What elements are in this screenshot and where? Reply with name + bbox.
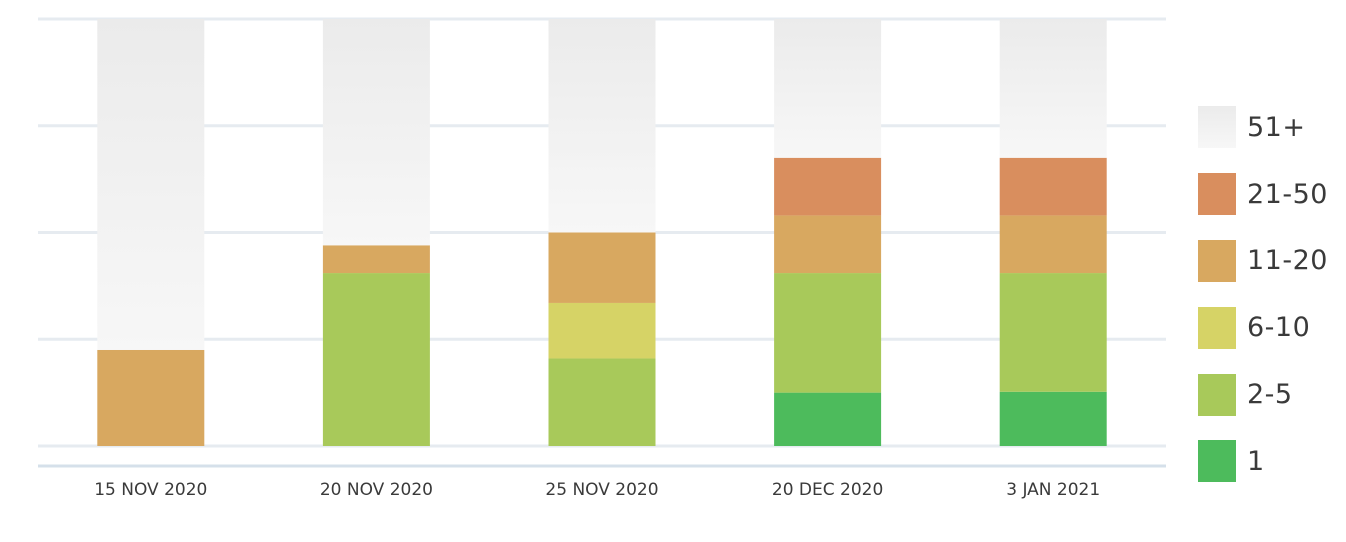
legend-item[interactable]: 2-5 — [1198, 361, 1328, 428]
x-tick-label: 3 JAN 2021 — [1006, 480, 1100, 500]
legend-item[interactable]: 51+ — [1198, 94, 1328, 161]
bar-segment[interactable] — [322, 273, 430, 446]
legend-item[interactable]: 11-20 — [1198, 228, 1328, 295]
bar-segment[interactable] — [774, 215, 882, 274]
x-tick-labels: 15 NOV 2020 20 NOV 2020 25 NOV 2020 20 DEC … — [94, 480, 1100, 500]
legend-label: 1 — [1247, 445, 1265, 477]
bar-segment[interactable] — [548, 302, 656, 359]
bar-segment[interactable] — [999, 19, 1107, 158]
bar-segment[interactable] — [322, 19, 430, 246]
bar-segment[interactable] — [999, 157, 1107, 216]
x-tick-label: 20 NOV 2020 — [320, 480, 433, 500]
bars — [97, 19, 1107, 446]
bar-segment[interactable] — [548, 19, 656, 233]
legend-swatch — [1198, 173, 1236, 216]
x-tick-label: 20 DEC 2020 — [772, 480, 883, 500]
bar-segment[interactable] — [548, 232, 656, 303]
bar-segment[interactable] — [97, 19, 205, 350]
bar-segment[interactable] — [774, 19, 882, 158]
x-tick-label: 25 NOV 2020 — [545, 480, 658, 500]
bar-segment[interactable] — [999, 273, 1107, 392]
legend-label: 11-20 — [1247, 245, 1328, 277]
legend-swatch — [1198, 373, 1236, 416]
legend-item[interactable]: 21-50 — [1198, 161, 1328, 228]
bar-segment[interactable] — [97, 349, 205, 446]
legend-label: 6-10 — [1247, 312, 1311, 344]
bar-segment[interactable] — [548, 358, 656, 446]
legend-swatch — [1198, 239, 1236, 282]
x-tick-label: 15 NOV 2020 — [94, 480, 207, 500]
legend-swatch — [1198, 106, 1236, 149]
legend-item[interactable]: 6-10 — [1198, 294, 1328, 361]
legend-swatch — [1198, 440, 1236, 483]
bar-segment[interactable] — [774, 157, 882, 216]
legend-label: 21-50 — [1247, 178, 1328, 210]
bar-segment[interactable] — [774, 273, 882, 393]
bar-segment[interactable] — [774, 392, 882, 446]
bar-segment[interactable] — [999, 391, 1107, 446]
legend: 51+ 21-50 11-20 6-10 2-5 1 — [1198, 94, 1328, 495]
stacked-bar-chart: 15 NOV 2020 20 NOV 2020 25 NOV 2020 20 DEC … — [38, 17, 1166, 500]
bar-segment[interactable] — [999, 215, 1107, 274]
legend-label: 51+ — [1247, 111, 1306, 143]
legend-item[interactable]: 1 — [1198, 428, 1328, 495]
legend-label: 2-5 — [1247, 379, 1293, 411]
legend-swatch — [1198, 306, 1236, 349]
bar-segment[interactable] — [322, 245, 430, 274]
